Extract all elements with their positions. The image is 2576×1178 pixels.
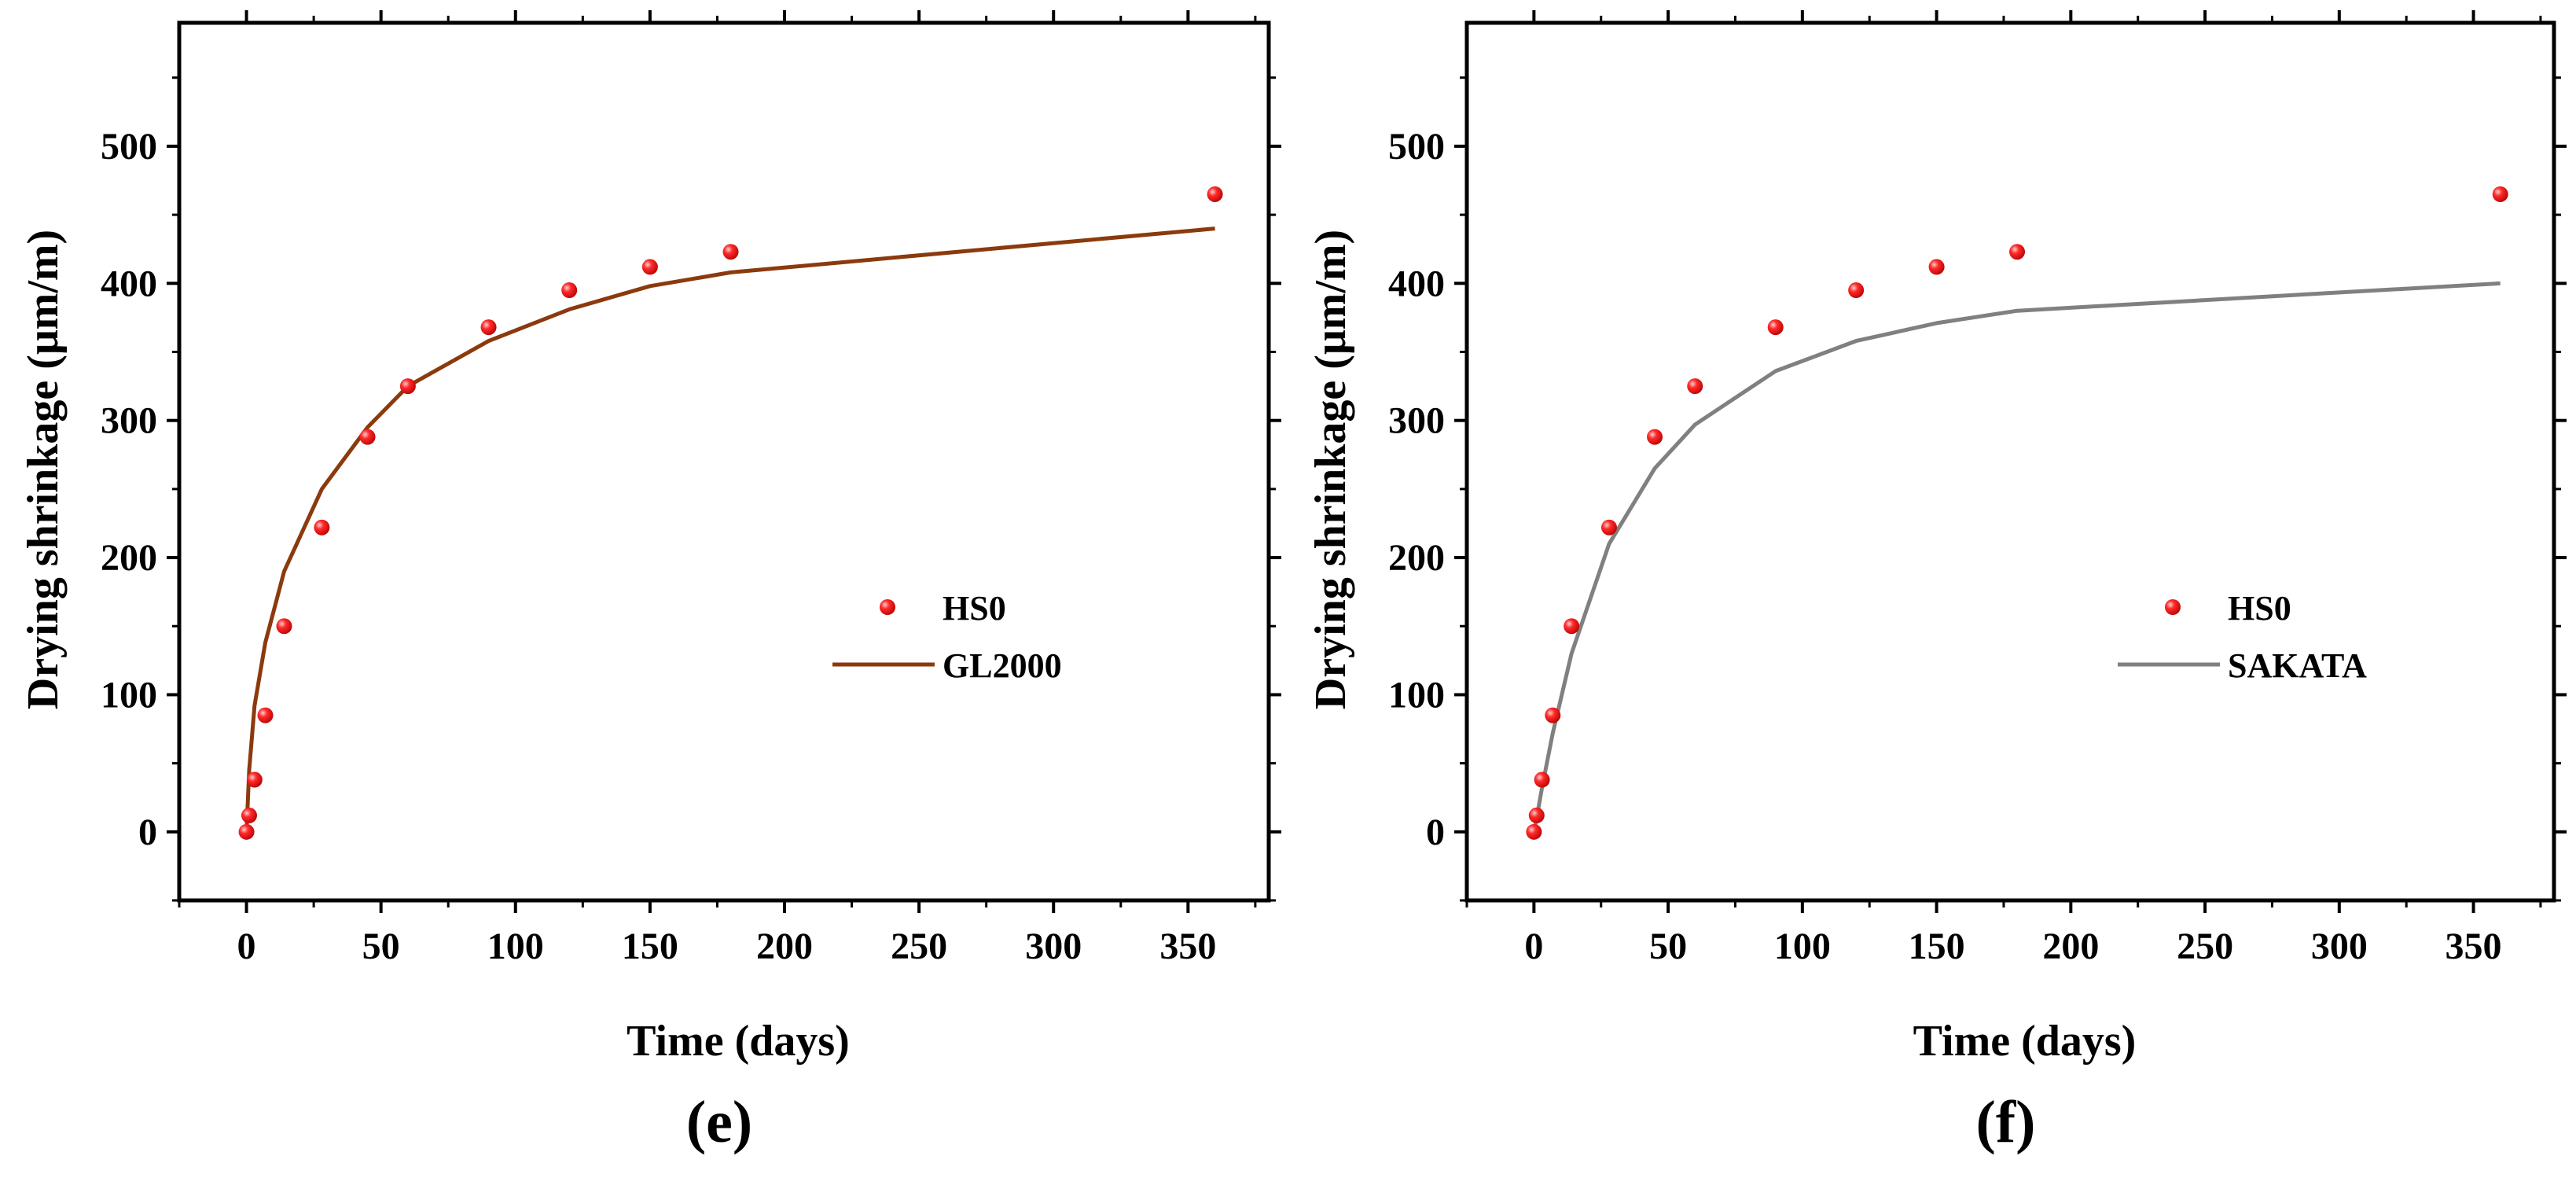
y-tick-label: 200	[101, 537, 157, 579]
x-tick-label: 300	[1025, 926, 1082, 967]
data-point	[1647, 429, 1663, 445]
data-point	[1687, 378, 1703, 395]
chart-panel-f: 0 50 100 150 200 250 300 350 0 100 200 300 400 500 Tim…	[1306, 10, 2567, 1155]
legend-label: GL2000	[943, 646, 1062, 685]
x-axis-label: Time (days)	[1913, 1017, 2137, 1066]
y-axis-label: Drying shrinkage (μm/m)	[19, 230, 68, 709]
panel-label: (e)	[686, 1089, 752, 1155]
data-point	[241, 807, 257, 823]
x-axis-label: Time (days)	[627, 1017, 850, 1066]
x-tick-label: 0	[1524, 926, 1543, 967]
data-point	[480, 319, 497, 336]
data-point	[1528, 807, 1545, 823]
legend-label: SAKATA	[2228, 646, 2367, 685]
series-line-gl2000	[244, 226, 1215, 832]
legend-label: HS0	[943, 589, 1006, 628]
plot-frame	[177, 20, 1271, 903]
data-point	[1207, 186, 1223, 202]
x-tick-label: 350	[1159, 926, 1216, 967]
y-tick-label: 500	[101, 126, 157, 167]
x-tick-label: 150	[1909, 926, 1965, 967]
data-point	[1600, 519, 1617, 536]
data-point	[1767, 319, 1784, 336]
series-line-sakata	[1531, 281, 2501, 833]
data-point	[257, 707, 274, 723]
y-tick-label: 100	[101, 674, 157, 716]
legend-label: HS0	[2228, 589, 2291, 628]
panel-label: (f)	[1976, 1089, 2036, 1155]
x-tick-label: 100	[1774, 926, 1831, 967]
y-tick-label: 400	[1388, 263, 1445, 304]
x-tick-label: 250	[891, 926, 947, 967]
data-point	[359, 429, 376, 445]
y-tick-label: 500	[1388, 126, 1445, 167]
data-point	[722, 244, 739, 260]
y-tick-label: 200	[1388, 537, 1445, 579]
data-point	[1545, 707, 1561, 723]
chart-panel-e: 0 50 100 150 200 250 300 350 0 100 200 300 400 500 Tim…	[19, 10, 1281, 1155]
data-point	[1848, 282, 1865, 299]
y-tick-label: 400	[101, 263, 157, 304]
y-tick-label: 0	[138, 812, 157, 853]
x-tick-label: 250	[2177, 926, 2233, 967]
x-tick-label: 350	[2446, 926, 2502, 967]
data-point	[561, 282, 578, 299]
data-point	[399, 378, 416, 395]
data-point	[1526, 823, 1542, 840]
legend-marker-hs0	[2165, 599, 2181, 615]
x-tick-label: 0	[237, 926, 256, 967]
x-tick-label: 50	[362, 926, 400, 967]
x-tick-label: 200	[2042, 926, 2099, 967]
x-tick-label: 200	[756, 926, 813, 967]
x-tick-label: 50	[1649, 926, 1687, 967]
x-tick-label: 150	[622, 926, 678, 967]
data-point	[1534, 771, 1550, 788]
data-point	[1928, 259, 1945, 275]
y-tick-label: 0	[1426, 812, 1445, 853]
y-tick-label: 100	[1388, 674, 1445, 716]
y-tick-label: 300	[101, 400, 157, 442]
y-axis-label: Drying shrinkage (μm/m)	[1306, 230, 1355, 709]
y-tick-label: 300	[1388, 400, 1445, 442]
plot-frame	[1464, 20, 2556, 903]
data-point	[238, 823, 255, 840]
data-point	[314, 519, 330, 536]
data-point	[2492, 186, 2508, 202]
data-point	[276, 618, 292, 635]
x-tick-label: 300	[2311, 926, 2368, 967]
legend-marker-hs0	[880, 599, 895, 615]
data-point	[641, 259, 658, 275]
data-point	[246, 771, 263, 788]
x-tick-label: 100	[487, 926, 544, 967]
data-point	[2009, 244, 2026, 260]
data-point	[1564, 618, 1580, 635]
